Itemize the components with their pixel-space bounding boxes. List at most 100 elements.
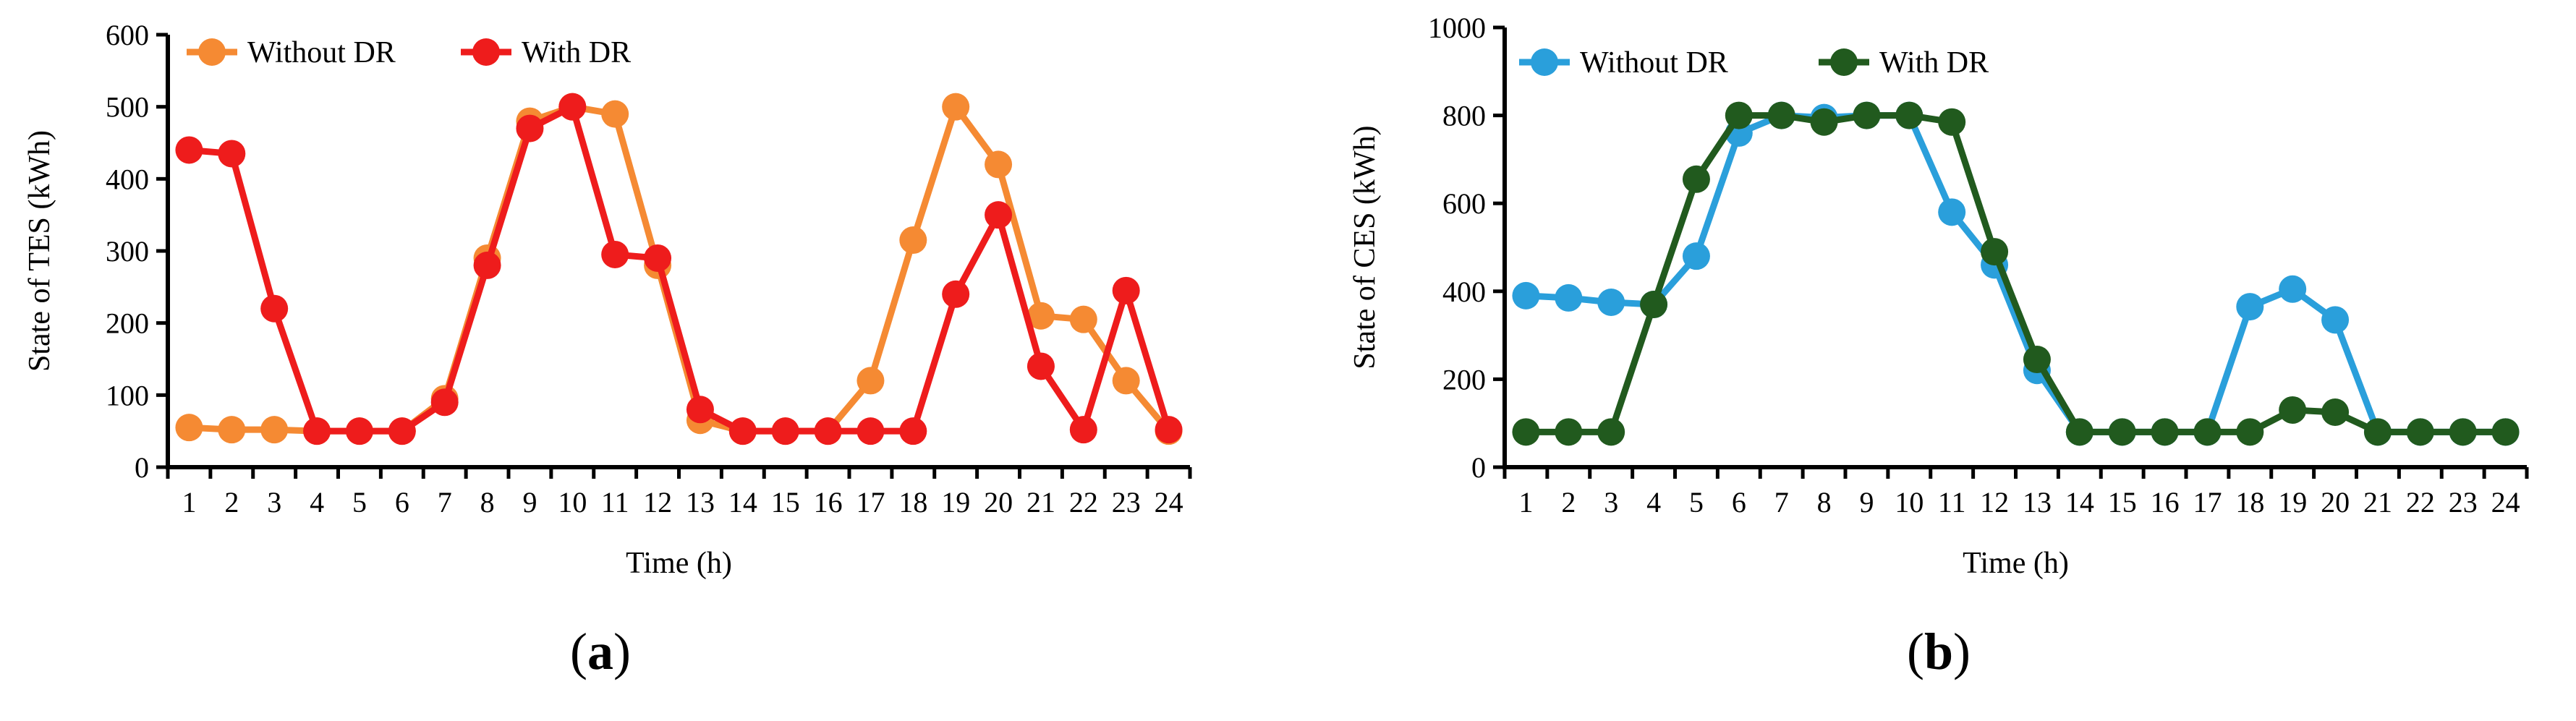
y-axis-title: State of TES (kWh)	[23, 130, 56, 372]
x-tick-label: 14	[2065, 486, 2094, 519]
data-point	[1112, 367, 1140, 395]
x-tick-label: 1	[182, 486, 196, 519]
data-point	[1938, 198, 1966, 226]
x-tick-label: 11	[601, 486, 629, 519]
y-tick-label: 800	[1442, 100, 1486, 132]
data-point	[814, 417, 842, 445]
x-tick-label: 4	[1646, 486, 1661, 519]
series-without-dr	[175, 93, 1183, 445]
x-tick-label: 6	[395, 486, 409, 519]
series-line	[189, 103, 1172, 435]
y-tick-label: 200	[106, 307, 149, 340]
legend-label: Without DR	[1580, 46, 1728, 80]
data-point	[2151, 418, 2179, 446]
series-line	[189, 103, 1172, 435]
y-tick-label: 500	[106, 91, 149, 124]
x-tick-label: 12	[643, 486, 672, 519]
data-point	[2491, 418, 2520, 446]
data-point	[175, 414, 203, 442]
x-tick-label: 2	[224, 486, 239, 519]
x-tick-label: 14	[728, 486, 757, 519]
data-point	[1895, 101, 1924, 129]
data-point	[1069, 416, 1097, 444]
legend-swatch-marker	[472, 38, 500, 66]
x-tick-label: 24	[2491, 486, 2520, 519]
data-point	[686, 396, 714, 424]
data-point	[1725, 101, 1753, 129]
y-tick-label: 0	[1471, 451, 1486, 484]
data-point	[1597, 289, 1625, 316]
x-tick-label: 9	[1859, 486, 1874, 519]
data-point	[1555, 418, 1583, 446]
panel-label: (b)	[1907, 623, 1971, 681]
data-point	[1555, 283, 1583, 312]
y-tick-label: 1000	[1428, 12, 1486, 44]
series-line	[1526, 112, 2506, 435]
x-tick-label: 23	[2449, 486, 2478, 519]
x-tick-label: 1	[1518, 486, 1533, 519]
data-point	[1026, 352, 1055, 380]
data-point	[1853, 101, 1881, 129]
data-point	[516, 114, 544, 142]
data-point	[558, 93, 587, 121]
x-tick-label: 17	[2193, 486, 2222, 519]
legend-label: With DR	[522, 36, 631, 69]
data-point	[175, 136, 203, 164]
series-with-dr	[175, 93, 1183, 445]
x-tick-label: 15	[2108, 486, 2137, 519]
x-tick-label: 18	[2235, 486, 2264, 519]
x-tick-label: 13	[2023, 486, 2052, 519]
x-tick-label: 5	[1689, 486, 1704, 519]
data-point	[2449, 418, 2477, 446]
data-point	[1640, 291, 1668, 319]
data-point	[345, 417, 373, 445]
x-tick-label: 8	[1817, 486, 1832, 519]
panel-label: (a)	[570, 623, 631, 681]
legend-entry: With DR	[461, 36, 631, 69]
data-point	[2279, 396, 2307, 424]
data-point	[1981, 238, 2009, 266]
data-point	[1512, 281, 1540, 310]
data-point	[1767, 101, 1795, 129]
y-tick-label: 400	[106, 163, 149, 195]
x-tick-label: 18	[898, 486, 927, 519]
data-point	[218, 140, 246, 168]
x-tick-label: 5	[352, 486, 367, 519]
x-tick-label: 15	[771, 486, 800, 519]
x-tick-label: 10	[558, 486, 587, 519]
data-point	[473, 251, 501, 279]
data-point	[1810, 108, 1838, 136]
data-point	[856, 367, 885, 395]
data-point	[1682, 242, 1710, 270]
data-point	[2236, 293, 2264, 321]
data-point	[856, 417, 885, 445]
data-point	[1597, 418, 1625, 446]
data-point	[2236, 418, 2264, 446]
data-point	[1069, 305, 1097, 333]
data-point	[2406, 418, 2434, 446]
x-tick-label: 8	[480, 486, 495, 519]
x-tick-label: 13	[686, 486, 715, 519]
x-axis-title: Time (h)	[1963, 547, 2069, 580]
data-point	[260, 294, 289, 323]
data-point	[2321, 398, 2350, 426]
data-point	[388, 417, 416, 445]
x-tick-label: 22	[2406, 486, 2435, 519]
data-point	[899, 226, 927, 255]
x-tick-label: 7	[438, 486, 452, 519]
x-tick-label: 19	[2278, 486, 2307, 519]
data-point	[218, 416, 246, 444]
data-point	[2193, 418, 2222, 446]
x-tick-label: 19	[941, 486, 970, 519]
data-point	[260, 416, 289, 444]
data-point	[2321, 306, 2350, 334]
x-tick-label: 16	[814, 486, 843, 519]
x-tick-label: 4	[310, 486, 324, 519]
legend-entry: Without DR	[187, 36, 396, 69]
legend-entry: With DR	[1819, 46, 1989, 80]
data-point	[1512, 418, 1540, 446]
y-axis-title: State of CES (kWh)	[1348, 125, 1382, 369]
x-tick-label: 21	[1026, 486, 1055, 519]
